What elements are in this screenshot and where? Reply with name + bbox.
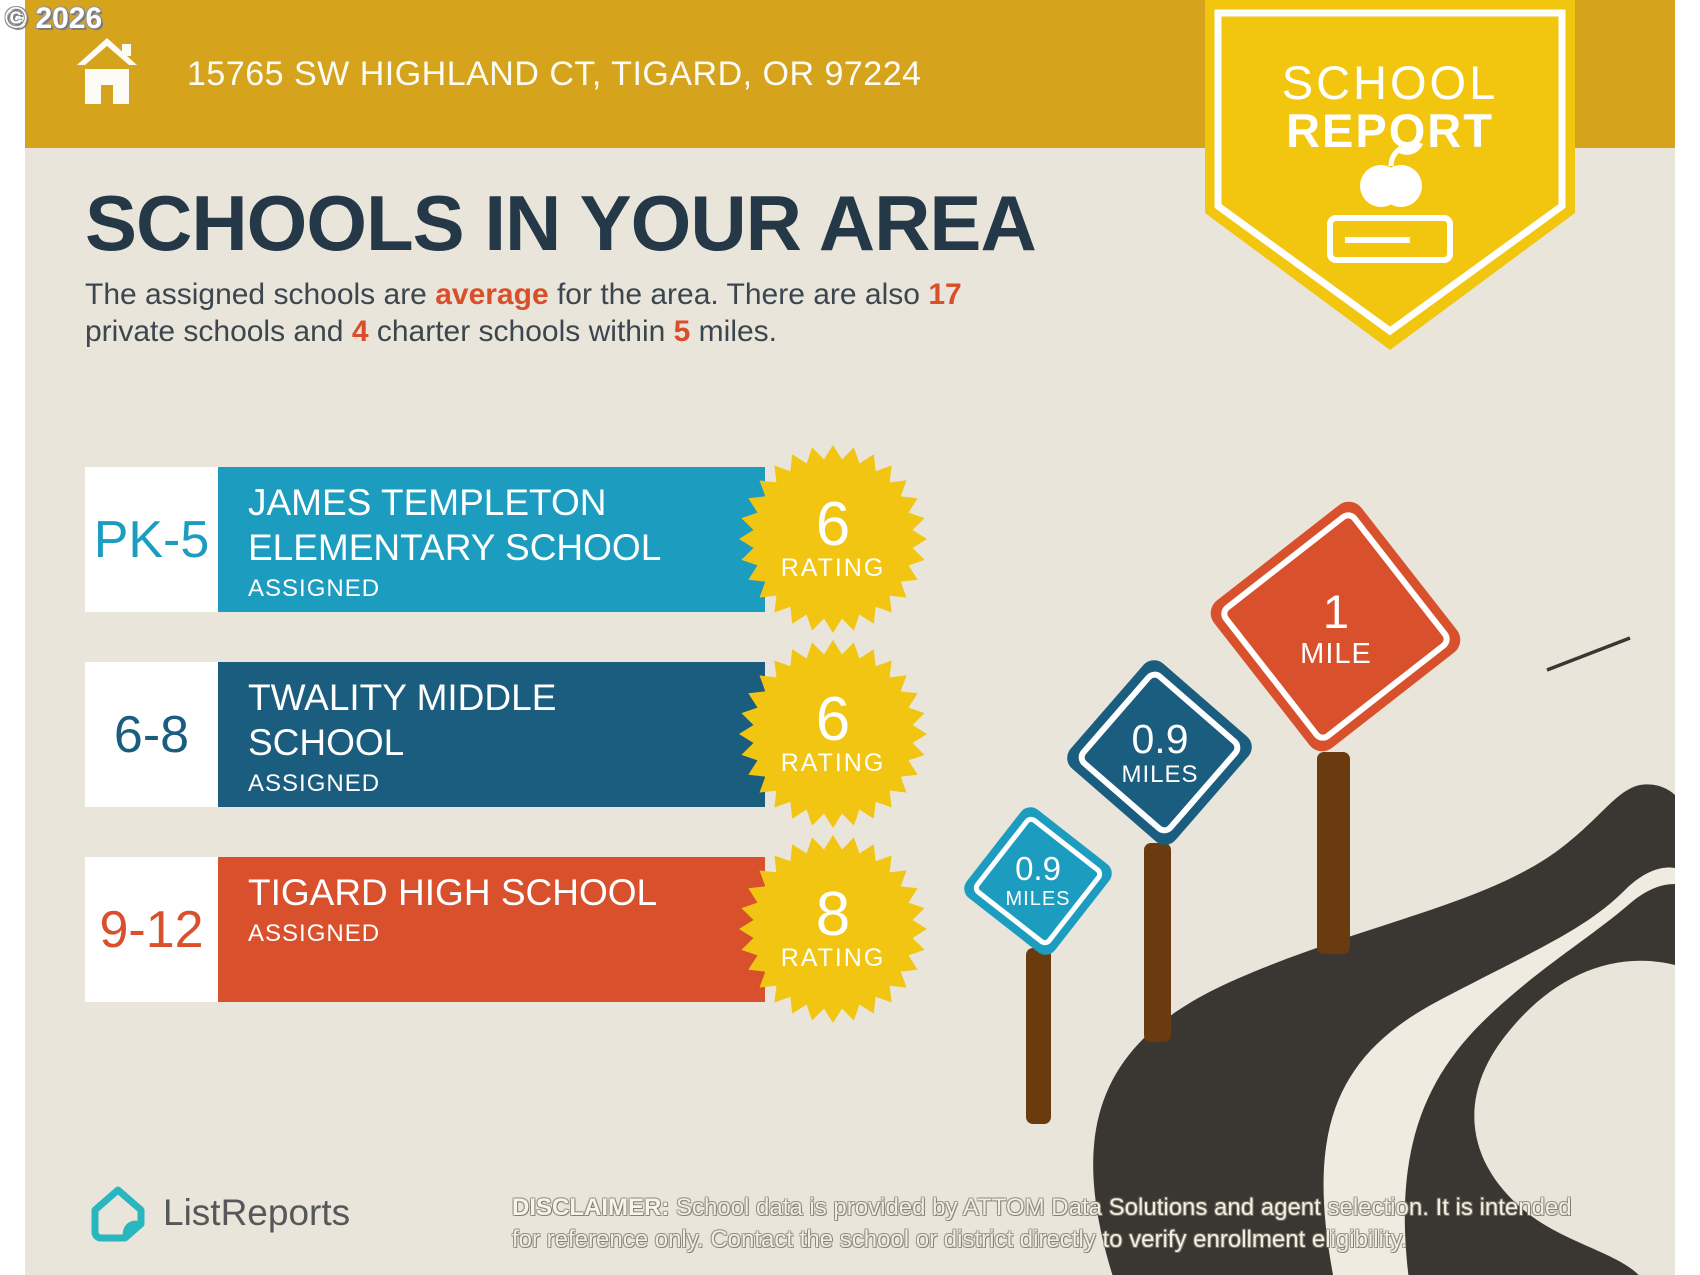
distance-unit: MILE (1300, 638, 1372, 670)
distance-sign-label: 0.9 MILES (1005, 851, 1070, 911)
intro-text-segment: for the area. There are also (548, 278, 929, 311)
school-bar: JAMES TEMPLETON ELEMENTARY SCHOOL ASSIGN… (218, 467, 765, 612)
disclaimer-text: DISCLAIMER: School data is provided by A… (512, 1192, 1572, 1256)
school-report-badge: SCHOOL REPORT (1205, 0, 1575, 350)
intro-text-segment: The assigned schools are (85, 278, 436, 311)
intro-text-segment: charter schools within (368, 315, 674, 348)
school-name-line: JAMES TEMPLETON (248, 482, 607, 523)
listreports-logo: ListReports (87, 1184, 350, 1242)
school-name-line: TWALITY MIDDLE (248, 677, 557, 718)
rating-starburst (739, 835, 927, 1023)
rating-starburst (739, 445, 927, 633)
school-row: 9-12 TIGARD HIGH SCHOOL ASSIGNED 8 RATIN… (85, 835, 985, 1023)
grade-range: PK-5 (85, 467, 218, 612)
rating-caption: RATING (780, 554, 886, 582)
rating-caption: RATING (780, 944, 886, 972)
assigned-label: ASSIGNED (248, 575, 381, 602)
school-bar: TIGARD HIGH SCHOOL ASSIGNED (218, 857, 765, 1002)
grade-range: 6-8 (85, 662, 218, 807)
school-name-line: TIGARD HIGH SCHOOL (248, 872, 658, 913)
intro-text-segment: private schools and (85, 315, 352, 348)
rating-label-group: 8 RATING (738, 834, 928, 1024)
rating-value: 8 (815, 880, 851, 949)
distant-road-line (1546, 636, 1631, 672)
folded-house-icon (91, 1186, 145, 1242)
rating-value: 6 (815, 490, 851, 559)
grade-range: 9-12 (85, 857, 218, 1002)
distance-sign-label: 1 MILE (1300, 587, 1372, 671)
distance-sign-label: 0.9 MILES (1121, 717, 1198, 789)
school-row: 6-8 TWALITY MIDDLE SCHOOL ASSIGNED 6 RAT… (85, 640, 985, 828)
distance-value: 0.9 (1015, 850, 1061, 887)
disclaimer-label: DISCLAIMER: (512, 1194, 670, 1221)
pennant-shape (1205, 0, 1575, 350)
rating-value: 6 (815, 685, 851, 754)
school-name-line: SCHOOL (248, 722, 405, 763)
disclaimer-line2: for reference only. Contact the school o… (512, 1226, 1408, 1253)
sign-post (1026, 948, 1051, 1124)
rating-starburst (739, 640, 927, 828)
school-bar: TWALITY MIDDLE SCHOOL ASSIGNED (218, 662, 765, 807)
school-name-line: ELEMENTARY SCHOOL (248, 527, 662, 568)
sign-post (1144, 843, 1171, 1042)
brand-name: ListReports (163, 1192, 351, 1233)
intro-highlight: 5 (673, 315, 691, 348)
page-title: SCHOOLS IN YOUR AREA (85, 179, 1037, 267)
rating-label-group: 6 RATING (738, 444, 928, 634)
winding-road-illustration (1093, 636, 1675, 1275)
sign-post (1317, 752, 1350, 954)
intro-text-segment: miles. (690, 315, 778, 348)
disclaimer-line1: School data is provided by ATTOM Data So… (669, 1194, 1572, 1221)
school-row: PK-5 JAMES TEMPLETON ELEMENTARY SCHOOL A… (85, 445, 985, 633)
content-canvas: 0.9 MILES 0.9 MILES 1 MILE 15765 SW HIGH… (25, 0, 1675, 1275)
rating-label-group: 6 RATING (738, 639, 928, 829)
apple-book-icon (1327, 142, 1453, 263)
property-address: 15765 SW HIGHLAND CT, TIGARD, OR 97224 (187, 54, 922, 93)
assigned-label: ASSIGNED (248, 920, 381, 947)
road-surface (1093, 784, 1675, 1275)
assigned-label: ASSIGNED (248, 770, 381, 797)
badge-title-line2: REPORT (1286, 104, 1494, 157)
distance-unit: MILES (1005, 888, 1071, 910)
road-center-line (1323, 867, 1675, 1275)
intro-highlight: 17 (928, 278, 962, 311)
distance-value: 1 (1322, 585, 1350, 638)
distance-value: 0.9 (1131, 716, 1189, 762)
badge-title-line1: SCHOOL (1281, 56, 1499, 109)
rating-caption: RATING (780, 749, 886, 777)
intro-highlight: 4 (351, 315, 369, 348)
intro-paragraph: The assigned schools are average for the… (85, 276, 962, 350)
distance-unit: MILES (1121, 761, 1199, 788)
copyright-watermark: © 2026 (5, 2, 103, 35)
intro-highlight: average (435, 278, 549, 311)
home-icon (77, 38, 137, 104)
